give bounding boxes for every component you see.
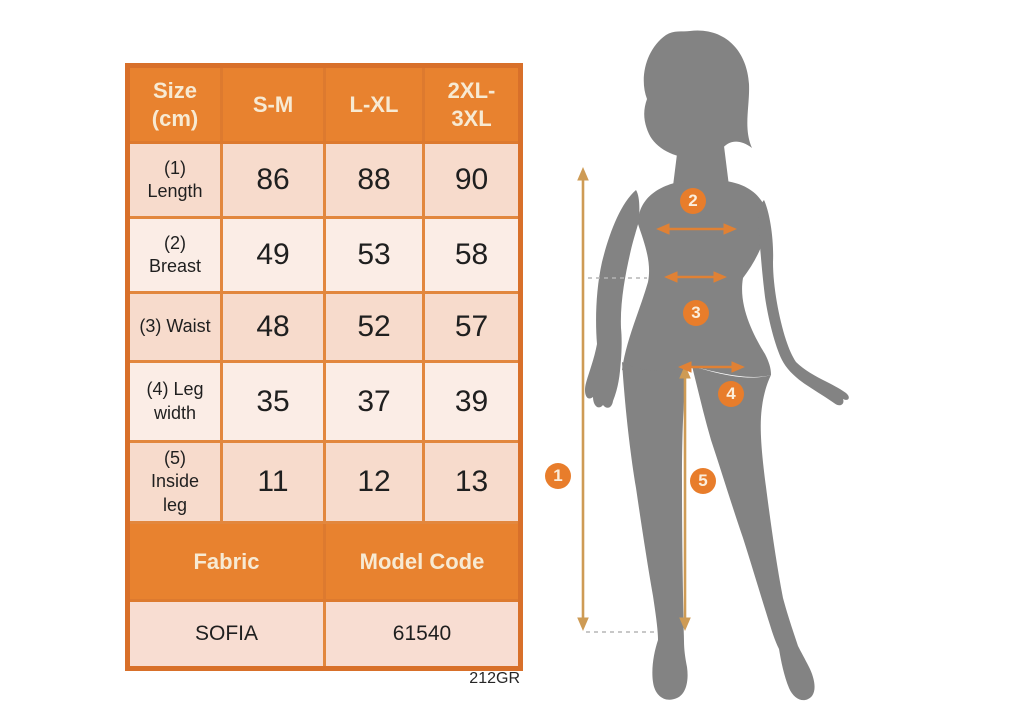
value-cell: 53 xyxy=(323,216,425,294)
header-s-m: S-M xyxy=(220,64,326,144)
header-2xl-3xl: 2XL- 3XL xyxy=(422,64,522,144)
fabric-header: Fabric xyxy=(126,521,326,602)
product-code-note: 212GR xyxy=(469,670,520,687)
length-arrow xyxy=(577,167,589,631)
marker-3: 3 xyxy=(683,300,709,326)
waist-arrow xyxy=(664,271,727,283)
value-cell: 49 xyxy=(220,216,326,294)
row-label-leg-width: (4) Leg width xyxy=(126,360,223,443)
breast-arrow xyxy=(656,223,737,235)
marker-2: 2 xyxy=(680,188,706,214)
value-cell: 90 xyxy=(422,141,522,219)
dash-guides xyxy=(586,277,658,633)
marker-4: 4 xyxy=(718,381,744,407)
table-row-length: (1) Length 86 88 90 xyxy=(126,141,522,219)
inside-leg-arrow xyxy=(679,365,691,631)
row-label-breast: (2) Breast xyxy=(126,216,223,294)
fabric-value: SOFIA xyxy=(126,599,326,670)
left-leg-silhouette xyxy=(622,362,688,700)
value-cell: 12 xyxy=(323,440,425,524)
head-silhouette xyxy=(643,30,752,159)
row-label-length: (1) Length xyxy=(126,141,223,219)
value-cell: 48 xyxy=(220,291,326,363)
header-size-cm: Size (cm) xyxy=(126,64,223,144)
value-cell: 58 xyxy=(422,216,522,294)
model-code-header: Model Code xyxy=(323,521,522,602)
marker-1: 1 xyxy=(545,463,571,489)
row-label-inside-leg: (5) Inside leg xyxy=(126,440,223,524)
neck-silhouette xyxy=(673,138,729,186)
table-header-row: Size (cm) S-M L-XL 2XL- 3XL xyxy=(126,64,522,144)
size-chart-table: Size (cm) S-M L-XL 2XL- 3XL (1) Length 8… xyxy=(125,63,523,671)
value-cell: 88 xyxy=(323,141,425,219)
right-arm-silhouette xyxy=(758,200,849,406)
table-row-inside-leg: (5) Inside leg 11 12 13 xyxy=(126,440,522,524)
table-footer-value-row: SOFIA 61540 xyxy=(126,599,522,670)
value-cell: 52 xyxy=(323,291,425,363)
marker-5: 5 xyxy=(690,468,716,494)
value-cell: 13 xyxy=(422,440,522,524)
value-cell: 35 xyxy=(220,360,326,443)
vertical-arrows xyxy=(577,167,691,631)
value-cell: 37 xyxy=(323,360,425,443)
row-label-waist: (3) Waist xyxy=(126,291,223,363)
table-row-waist: (3) Waist 48 52 57 xyxy=(126,291,522,363)
measurement-figure xyxy=(577,30,849,701)
value-cell: 57 xyxy=(422,291,522,363)
table-row-breast: (2) Breast 49 53 58 xyxy=(126,216,522,294)
model-code-value: 61540 xyxy=(323,599,522,670)
header-l-xl: L-XL xyxy=(323,64,425,144)
table-footer-header-row: Fabric Model Code xyxy=(126,521,522,602)
value-cell: 11 xyxy=(220,440,326,524)
value-cell: 39 xyxy=(422,360,522,443)
horizontal-arrows xyxy=(656,223,745,373)
table-row-leg-width: (4) Leg width 35 37 39 xyxy=(126,360,522,443)
leg-width-arrow xyxy=(678,361,745,373)
female-silhouette xyxy=(584,30,849,701)
left-arm-silhouette xyxy=(584,190,640,408)
right-leg-silhouette xyxy=(692,366,815,701)
value-cell: 86 xyxy=(220,141,326,219)
